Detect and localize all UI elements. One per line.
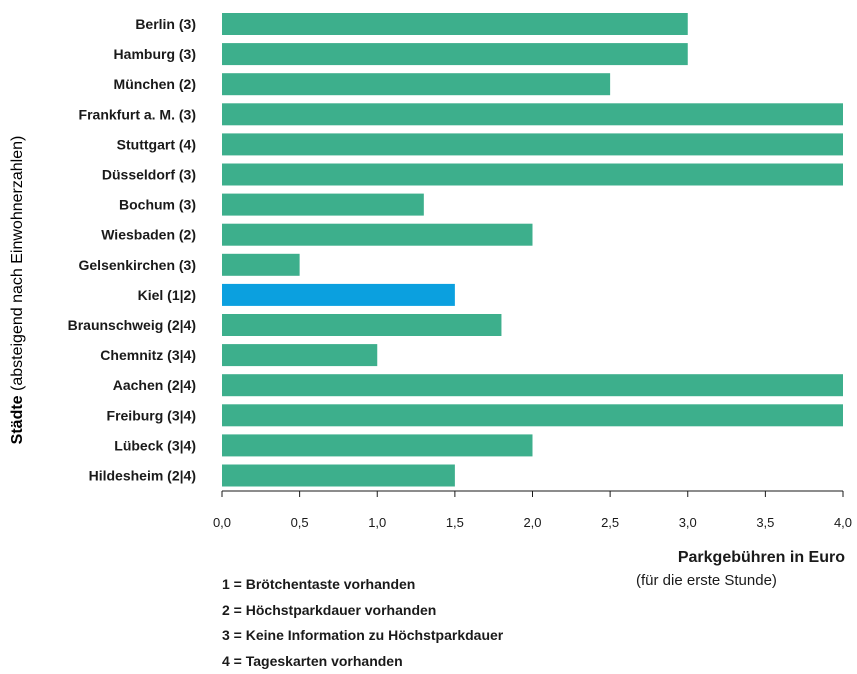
category-label-10: Braunschweig (2|4)	[68, 317, 196, 333]
bars-group	[222, 13, 843, 487]
legend-item-3: 3 = Keine Information zu Höchstparkdauer	[222, 623, 503, 649]
bar-6	[222, 194, 424, 216]
x-axis-title: Parkgebühren in Euro	[678, 549, 845, 567]
x-axis: 0,0 0,5 1,0 1,5 2,0 2,5 3,0 3,5 4,0	[213, 491, 852, 530]
bar-10	[222, 314, 501, 336]
bar-13	[222, 404, 843, 426]
x-tick-label-3: 1,5	[446, 515, 464, 530]
x-tick-label-8: 4,0	[834, 515, 852, 530]
bar-2	[222, 73, 610, 95]
bar-0	[222, 13, 688, 35]
category-label-3: Frankfurt a. M. (3)	[79, 106, 196, 122]
category-label-4: Stuttgart (4)	[117, 136, 196, 152]
bar-9	[222, 284, 455, 306]
category-label-2: München (2)	[114, 76, 196, 92]
legend-item-2: 2 = Höchstparkdauer vorhanden	[222, 598, 503, 624]
x-tick-label-6: 3,0	[679, 515, 697, 530]
bar-12	[222, 374, 843, 396]
x-tick-label-1: 0,5	[291, 515, 309, 530]
category-label-14: Lübeck (3|4)	[114, 437, 196, 453]
legend-item-1: 1 = Brötchentaste vorhanden	[222, 572, 503, 598]
bar-4	[222, 133, 843, 155]
category-labels: Berlin (3) Hamburg (3) München (2) Frankfur…	[68, 16, 196, 484]
x-tick-label-0: 0,0	[213, 515, 231, 530]
bar-8	[222, 254, 300, 276]
legend-item-4: 4 = Tageskarten vorhanden	[222, 649, 503, 674]
category-label-9: Kiel (1|2)	[138, 287, 196, 303]
bar-5	[222, 164, 843, 186]
y-axis-title-rest: (absteigend nach Einwohnerzahlen)	[9, 136, 26, 396]
category-label-1: Hamburg (3)	[114, 46, 196, 62]
y-axis-title-bold: Städte	[9, 395, 26, 444]
x-tick-label-7: 3,5	[756, 515, 774, 530]
category-label-0: Berlin (3)	[135, 16, 196, 32]
y-axis-title: Städte (absteigend nach Einwohnerzahlen)	[9, 136, 26, 445]
x-tick-label-5: 2,5	[601, 515, 619, 530]
category-label-5: Düsseldorf (3)	[102, 167, 196, 183]
bar-11	[222, 344, 377, 366]
x-tick-label-2: 1,0	[368, 515, 386, 530]
category-label-12: Aachen (2|4)	[113, 377, 196, 393]
category-label-6: Bochum (3)	[119, 197, 196, 213]
x-axis-subtitle: (für die erste Stunde)	[636, 572, 777, 589]
category-label-13: Freiburg (3|4)	[107, 407, 196, 423]
x-tick-label-4: 2,0	[523, 515, 541, 530]
bar-3	[222, 103, 843, 125]
bar-7	[222, 224, 533, 246]
legend: 1 = Brötchentaste vorhanden 2 = Höchstpa…	[222, 572, 503, 674]
category-label-8: Gelsenkirchen (3)	[79, 257, 197, 273]
bar-14	[222, 434, 533, 456]
category-label-7: Wiesbaden (2)	[101, 227, 196, 243]
bar-1	[222, 43, 688, 65]
bar-15	[222, 465, 455, 487]
category-label-11: Chemnitz (3|4)	[100, 347, 196, 363]
category-label-15: Hildesheim (2|4)	[89, 468, 196, 484]
